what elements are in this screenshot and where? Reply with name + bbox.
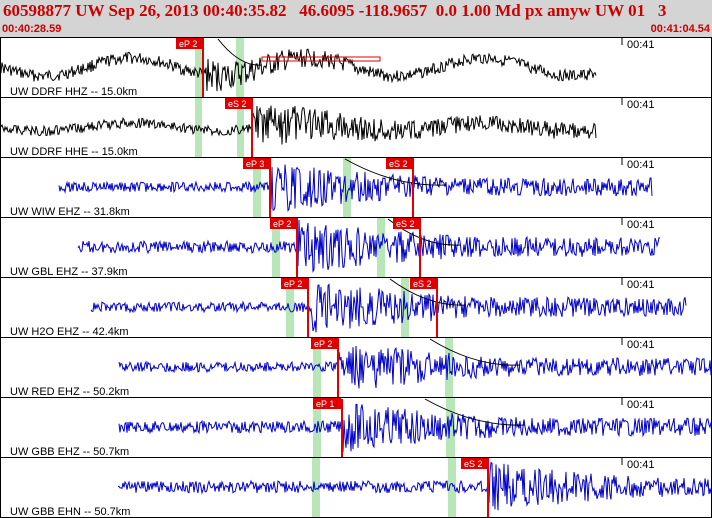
- pick-window: [377, 218, 385, 277]
- station-label: UW RED EHZ -- 50.2km: [10, 386, 129, 398]
- pick-label: eS 2: [228, 99, 247, 109]
- pick-label: eP 2: [314, 339, 332, 349]
- arrival-curve: [217, 38, 263, 66]
- title-bar: 60598877 UW Sep 26, 2013 00:40:35.82 46.…: [0, 0, 712, 37]
- window-start-time: 00:40:28.59: [2, 23, 62, 35]
- pick-label-box[interactable]: [270, 218, 298, 229]
- pick-label: eS 2: [396, 219, 415, 229]
- pick-window: [312, 458, 320, 517]
- pick-label: eP 1: [316, 399, 334, 409]
- pick-window: [313, 338, 321, 397]
- station-label: UW H2O EHZ -- 42.4km: [10, 326, 129, 338]
- pick-label-box[interactable]: [386, 158, 414, 169]
- station-label: UW GBB EHZ -- 50.7km: [10, 446, 129, 458]
- waveform-trace: [118, 461, 712, 511]
- pick-label: eP 2: [273, 219, 291, 229]
- trace-panel[interactable]: eP 2 UW DDRF HHZ -- 15.0km 00:41: [0, 37, 712, 98]
- time-mark: 00:41: [627, 279, 655, 291]
- pick-label: eS 2: [413, 279, 432, 289]
- pick-uncertainty-box: [261, 56, 381, 62]
- pick-window: [195, 38, 202, 97]
- pick-label-box[interactable]: [176, 38, 204, 49]
- station-label: UW GBL EHZ -- 37.9km: [10, 266, 128, 278]
- arrival-curve: [424, 398, 526, 426]
- pick-window: [286, 278, 294, 337]
- pick-label: eP 2: [179, 39, 197, 49]
- pick-label-box[interactable]: [225, 98, 253, 109]
- time-mark: 00:41: [627, 339, 655, 351]
- pick-label: eS 2: [464, 459, 483, 469]
- time-mark: 00:41: [627, 459, 655, 471]
- pick-window: [446, 398, 455, 457]
- pick-label: eS 2: [389, 159, 408, 169]
- pick-window: [448, 458, 456, 517]
- trace-panel[interactable]: eP 2 eS 2 UW H2O EHZ -- 42.4km 00:41: [0, 277, 712, 338]
- time-mark: 00:41: [627, 219, 655, 231]
- waveform-trace: [118, 403, 712, 452]
- pick-label-box[interactable]: [313, 398, 341, 409]
- arrival-curve: [389, 278, 467, 306]
- pick-window: [253, 158, 261, 217]
- trace-panel[interactable]: eS 2 UW GBB EHN -- 50.7km 00:41: [0, 457, 712, 518]
- station-label: UW WIW EHZ -- 31.8km: [10, 206, 130, 218]
- station-label: UW GBB EHN -- 50.7km: [10, 506, 130, 518]
- arrival-curve: [344, 158, 446, 186]
- arrival-curve: [429, 338, 521, 366]
- pick-window: [236, 38, 244, 97]
- waveform-trace: [118, 345, 712, 389]
- trace-panel[interactable]: eP 2 UW RED EHZ -- 50.2km 00:41: [0, 337, 712, 398]
- pick-label-box[interactable]: [311, 338, 339, 349]
- time-mark: 00:41: [627, 39, 655, 51]
- pick-label-box[interactable]: [243, 158, 271, 169]
- pick-label-box[interactable]: [393, 218, 421, 229]
- time-mark: 00:41: [627, 159, 655, 171]
- pick-label: eP 3: [246, 159, 264, 169]
- station-label: UW DDRF HHE -- 15.0km: [10, 146, 138, 158]
- pick-window: [237, 98, 244, 157]
- pick-window: [343, 158, 351, 217]
- seismogram-plot[interactable]: eP 2 UW DDRF HHZ -- 15.0km 00:41 eS 2 UW DDR…: [0, 37, 712, 518]
- trace-panel[interactable]: eP 3 eS 2 UW WIW EHZ -- 31.8km 00:41: [0, 157, 712, 218]
- waveform-trace: [0, 48, 597, 92]
- waveform-trace: [0, 105, 597, 145]
- waveform-trace: [58, 164, 653, 212]
- pick-label-box[interactable]: [281, 278, 309, 289]
- station-label: UW DDRF HHZ -- 15.0km: [10, 86, 137, 98]
- trace-panel[interactable]: eS 2 UW DDRF HHE -- 15.0km 00:41: [0, 97, 712, 158]
- waveform-trace: [90, 283, 687, 333]
- trace-panel[interactable]: eP 2 eS 2 UW GBL EHZ -- 37.9km 00:41: [0, 217, 712, 278]
- pick-label: eP 2: [284, 279, 302, 289]
- pick-window: [272, 218, 280, 277]
- trace-panel[interactable]: eP 1 UW GBB EHZ -- 50.7km 00:41: [0, 397, 712, 458]
- pick-label-box[interactable]: [461, 458, 489, 469]
- time-mark: 00:41: [627, 99, 655, 111]
- waveform-trace: [77, 219, 661, 273]
- pick-window: [445, 338, 453, 397]
- window-end-time: 00:41:04.54: [650, 23, 710, 35]
- pick-label-box[interactable]: [410, 278, 438, 289]
- time-mark: 00:41: [627, 399, 655, 411]
- event-title: 60598877 UW Sep 26, 2013 00:40:35.82 46.…: [3, 1, 667, 20]
